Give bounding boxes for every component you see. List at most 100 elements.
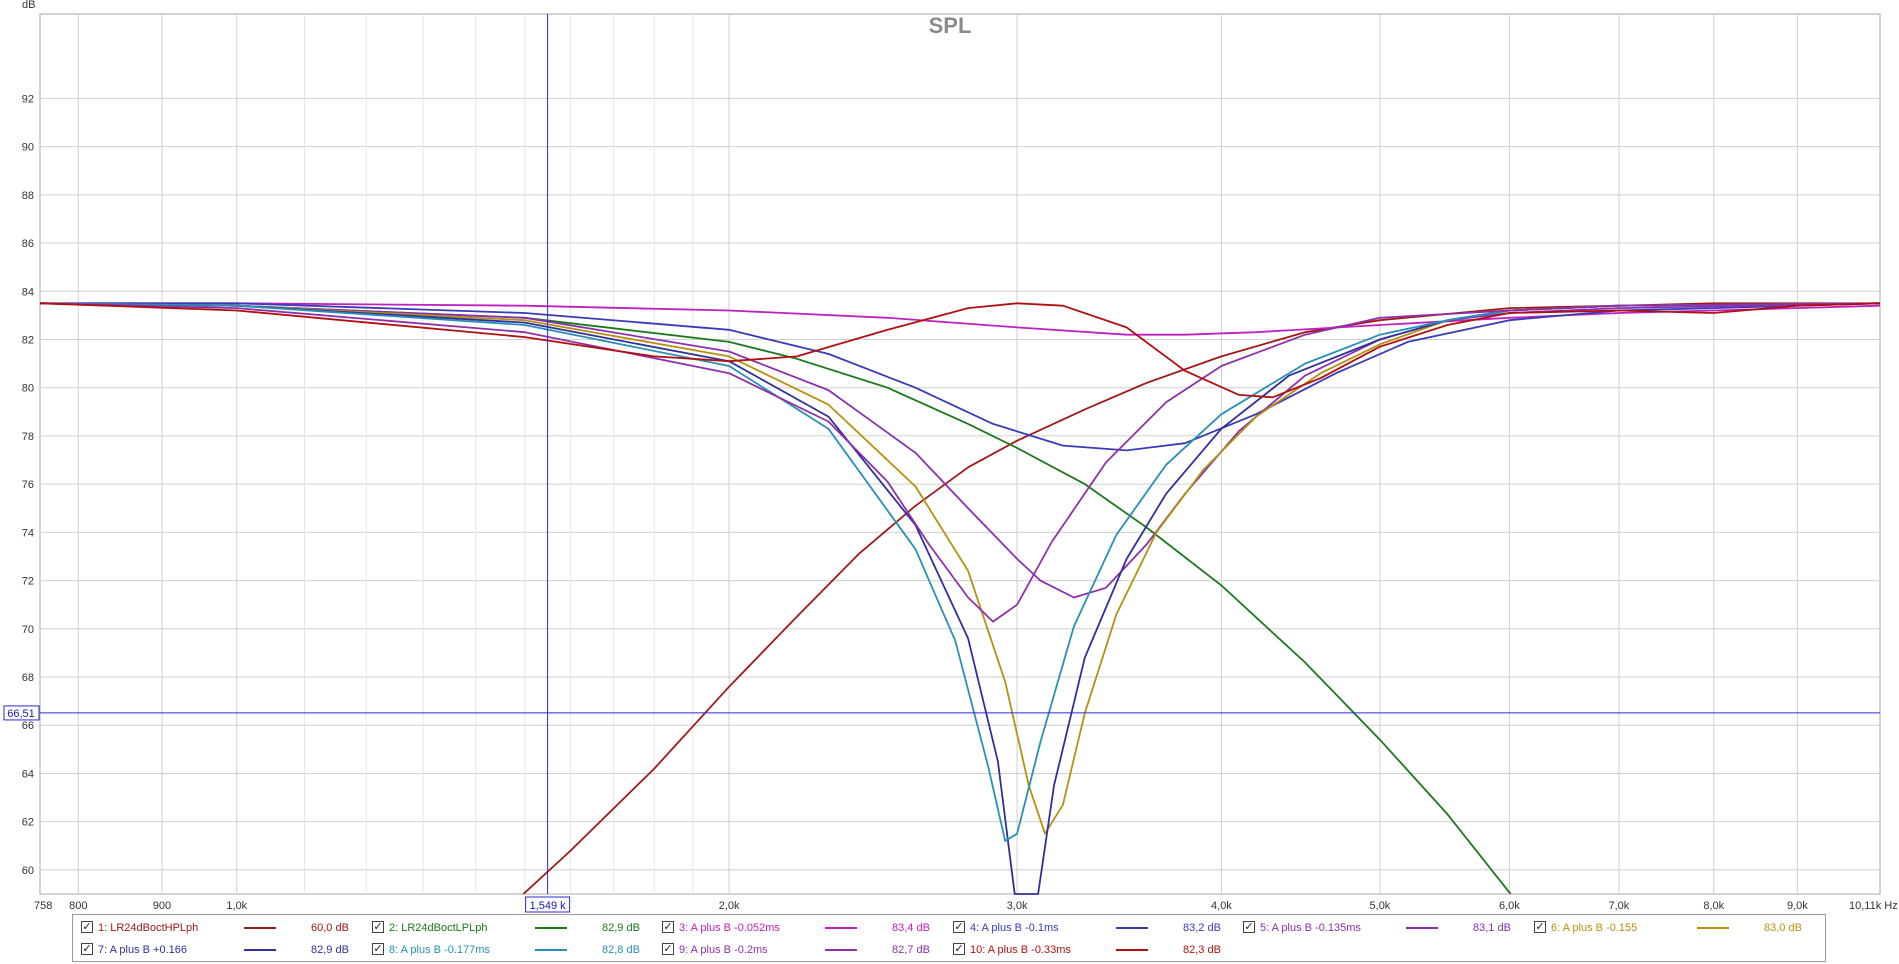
y-tick-label: 80 (22, 383, 34, 395)
series-7-swatch (244, 949, 276, 951)
series-4-value: 83,2 dB (1183, 922, 1221, 934)
y-tick-label: 84 (22, 286, 34, 298)
series-5-value: 83,1 dB (1473, 922, 1511, 934)
plot-area (39, 13, 1881, 895)
series-5-swatch (1406, 927, 1438, 929)
series-10-curve (39, 302, 1881, 399)
series-3-curve (40, 302, 1881, 336)
series-1-label: 1: LR24dBoctHPLph (98, 922, 199, 934)
series-8-swatch (535, 949, 567, 951)
cursor[interactable]: 1,549 k 66,51 (3, 14, 1880, 913)
legend: ✓ 1: LR24dBoctHPLph 60,0 dB ✓ 2: LR24dBoctLP… (72, 914, 1826, 962)
series-3-swatch (825, 927, 857, 929)
x-tick-label: 3,0k (1007, 900, 1028, 912)
x-tick-label: 2,0k (719, 900, 740, 912)
y-tick-label: 68 (22, 672, 34, 684)
y-tick-label: 88 (22, 190, 34, 202)
y-axis-label: dB (22, 0, 35, 11)
cursor-y-readout-box (3, 705, 40, 721)
series-2-value: 82,9 dB (602, 922, 640, 934)
series-10-swatch (1116, 949, 1148, 951)
series-10-label: 10: A plus B -0.33ms (970, 944, 1071, 956)
series-2-checkbox[interactable]: ✓ (372, 921, 384, 933)
series-4-label: 4: A plus B -0.1ms (970, 922, 1059, 934)
series-4-curve (40, 302, 1881, 452)
y-tick-label: 70 (22, 624, 34, 636)
x-tick-label: 900 (153, 900, 171, 912)
spl-chart: 60 62 64 66 68 70 72 74 76 78 80 82 84 86 88 90 92 758 80… (3, 0, 1898, 913)
legend-item-7: ✓ 7: A plus B +0.166 82,9 dB (81, 941, 366, 959)
legend-item-3: ✓ 3: A plus B -0.052ms 83,4 dB (662, 919, 947, 937)
series-1-curve (522, 302, 1880, 895)
legend-item-6: ✓ 6: A plus B -0.155 83,0 dB (1534, 919, 1819, 937)
legend-item-4: ✓ 4: A plus B -0.1ms 83,2 dB (953, 919, 1238, 937)
y-tick-label: 78 (22, 431, 34, 443)
series-9-curve (39, 302, 1881, 623)
series-10-checkbox[interactable]: ✓ (953, 943, 965, 955)
series-5-label: 5: A plus B -0.135ms (1260, 922, 1361, 934)
cursor-x-readout-box (525, 896, 571, 913)
series-9-value: 82,7 dB (892, 944, 930, 956)
series-7-checkbox[interactable]: ✓ (81, 943, 93, 955)
cursor-x-readout: 1,549 k (530, 900, 567, 912)
series-6-checkbox[interactable]: ✓ (1534, 921, 1546, 933)
curves (39, 302, 1881, 895)
legend-item-8: ✓ 8: A plus B -0.177ms 82,8 dB (372, 941, 657, 959)
y-tick-label: 74 (22, 527, 34, 539)
y-tick-label: 66 (22, 720, 34, 732)
series-2-swatch (535, 927, 567, 929)
series-7-curve (39, 302, 1881, 895)
x-tick-label: 7,0k (1608, 900, 1629, 912)
series-3-checkbox[interactable]: ✓ (662, 921, 674, 933)
chart-title: SPL (929, 13, 972, 38)
y-tick-label: 92 (22, 93, 34, 105)
series-1-swatch (244, 927, 276, 929)
grid (40, 14, 1880, 894)
series-6-swatch (1697, 927, 1729, 929)
y-tick-label: 90 (22, 142, 34, 154)
series-3-value: 83,4 dB (892, 922, 930, 934)
cursor-y-readout: 66,51 (7, 708, 35, 720)
series-10-value: 82,3 dB (1183, 944, 1221, 956)
series-1-value: 60,0 dB (311, 922, 349, 934)
legend-item-2: ✓ 2: LR24dBoctLPLph 82,9 dB (372, 919, 657, 937)
x-tick-label: 10,11k Hz (1849, 900, 1898, 912)
series-5-checkbox[interactable]: ✓ (1243, 921, 1255, 933)
series-4-checkbox[interactable]: ✓ (953, 921, 965, 933)
series-3-label: 3: A plus B -0.052ms (679, 922, 780, 934)
series-7-value: 82,9 dB (311, 944, 349, 956)
y-tick-label: 76 (22, 479, 34, 491)
series-8-checkbox[interactable]: ✓ (372, 943, 384, 955)
x-tick-label: 8,0k (1703, 900, 1724, 912)
y-tick-label: 62 (22, 817, 34, 829)
x-tick-label: 1,0k (226, 900, 247, 912)
x-tick-label: 9,0k (1787, 900, 1808, 912)
series-1-checkbox[interactable]: ✓ (81, 921, 93, 933)
series-8-value: 82,8 dB (602, 944, 640, 956)
x-tick-labels: 758 800 900 1,0k 2,0k 3,0k 4,0k 5,0k 6,0k 7,0k 8,0… (34, 900, 1898, 912)
series-4-swatch (1116, 927, 1148, 929)
legend-item-1: ✓ 1: LR24dBoctHPLph 60,0 dB (81, 919, 366, 937)
series-8-curve (39, 302, 1881, 842)
series-2-curve (39, 302, 1512, 895)
series-7-label: 7: A plus B +0.166 (98, 944, 187, 956)
legend-item-5: ✓ 5: A plus B -0.135ms 83,1 dB (1243, 919, 1528, 937)
series-6-label: 6: A plus B -0.155 (1551, 922, 1638, 934)
y-tick-label: 60 (22, 865, 34, 877)
series-9-checkbox[interactable]: ✓ (662, 943, 674, 955)
x-tick-label: 4,0k (1211, 900, 1232, 912)
x-tick-label: 6,0k (1499, 900, 1520, 912)
y-tick-labels: 60 62 64 66 68 70 72 74 76 78 80 82 84 86 88 90 92 (22, 93, 34, 877)
series-6-value: 83,0 dB (1764, 922, 1802, 934)
y-tick-label: 86 (22, 238, 34, 250)
y-tick-label: 64 (22, 768, 34, 780)
series-9-swatch (825, 949, 857, 951)
y-tick-label: 72 (22, 576, 34, 588)
y-tick-label: 82 (22, 334, 34, 346)
series-8-label: 8: A plus B -0.177ms (389, 944, 490, 956)
series-9-label: 9: A plus B -0.2ms (679, 944, 768, 956)
legend-item-10: ✓ 10: A plus B -0.33ms 82,3 dB (953, 941, 1238, 959)
series-2-label: 2: LR24dBoctLPLph (389, 922, 488, 934)
x-tick-label: 758 (34, 900, 52, 912)
legend-item-9: ✓ 9: A plus B -0.2ms 82,7 dB (662, 941, 947, 959)
